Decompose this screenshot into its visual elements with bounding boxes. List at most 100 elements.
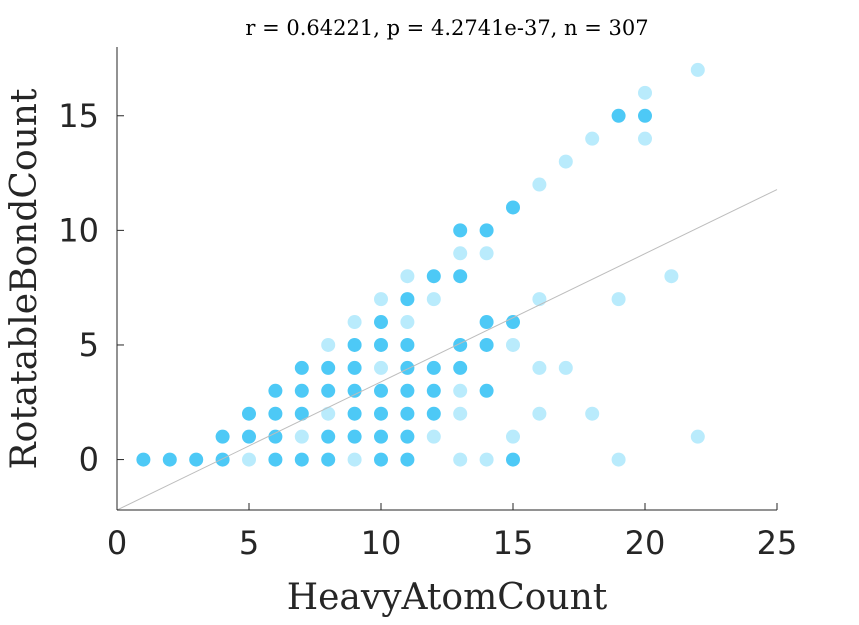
- scatter-point: [400, 337, 415, 352]
- scatter-point: [453, 452, 468, 467]
- scatter-point: [400, 360, 415, 375]
- scatter-point: [374, 452, 388, 467]
- y-tick-label: 0: [79, 441, 99, 479]
- scatter-point: [426, 360, 441, 375]
- scatter-point: [374, 292, 388, 307]
- y-tick-label: 10: [58, 211, 99, 249]
- scatter-point: [374, 429, 388, 444]
- y-tick-label: 5: [79, 326, 99, 364]
- y-axis-ticks: 0 5 10 15: [58, 97, 124, 479]
- scatter-point: [532, 406, 547, 421]
- scatter-point: [506, 429, 520, 444]
- scatter-point: [506, 200, 520, 215]
- scatter-point: [374, 360, 388, 375]
- scatter-point: [400, 292, 415, 307]
- scatter-point: [479, 337, 494, 352]
- scatter-point: [242, 429, 256, 444]
- scatter-point: [532, 360, 547, 375]
- chart-title: r = 0.64221, p = 4.2741e-37, n = 307: [245, 16, 648, 40]
- x-tick-label: 15: [493, 524, 534, 562]
- scatter-point: [400, 452, 415, 467]
- scatter-point: [400, 269, 415, 284]
- scatter-point: [321, 452, 336, 467]
- scatter-point: [453, 360, 468, 375]
- scatter-point: [242, 452, 256, 467]
- scatter-point: [374, 406, 388, 421]
- scatter-point: [321, 383, 336, 398]
- scatter-point: [294, 383, 309, 398]
- scatter-point: [506, 315, 520, 330]
- scatter-point: [611, 292, 626, 307]
- scatter-point: [294, 360, 309, 375]
- scatter-point: [215, 429, 230, 444]
- scatter-point: [268, 383, 283, 398]
- scatter-point: [558, 154, 573, 169]
- scatter-point: [242, 406, 256, 421]
- scatter-point: [400, 383, 415, 398]
- scatter-point: [638, 108, 652, 123]
- scatter-point: [400, 406, 415, 421]
- scatter-point: [268, 452, 283, 467]
- scatter-point: [690, 429, 705, 444]
- scatter-point: [426, 429, 441, 444]
- scatter-point: [374, 337, 388, 352]
- x-tick-label: 20: [625, 524, 666, 562]
- scatter-point: [268, 429, 283, 444]
- scatter-point: [506, 337, 520, 352]
- scatter-point: [268, 406, 283, 421]
- scatter-point: [347, 452, 362, 467]
- scatter-point: [690, 62, 705, 77]
- x-axis-ticks: 0 5 10 15 20 25: [107, 503, 798, 562]
- x-tick-label: 5: [239, 524, 259, 562]
- scatter-point: [585, 131, 600, 146]
- scatter-point: [453, 246, 468, 261]
- scatter-point: [638, 85, 652, 100]
- x-axis-label: HeavyAtomCount: [287, 577, 608, 618]
- fit-line: [116, 189, 778, 511]
- scatter-point: [136, 452, 151, 467]
- scatter-point: [453, 406, 468, 421]
- scatter-point: [321, 406, 336, 421]
- scatter-point: [162, 452, 177, 467]
- x-tick-label: 0: [107, 524, 127, 562]
- scatter-point: [321, 429, 336, 444]
- scatter-point: [189, 452, 204, 467]
- y-tick-label: 15: [58, 97, 99, 135]
- scatter-point: [426, 406, 441, 421]
- scatter-point: [321, 337, 336, 352]
- scatter-point: [479, 452, 494, 467]
- scatter-point: [453, 223, 468, 238]
- scatter-point: [400, 429, 415, 444]
- scatter-point: [215, 452, 230, 467]
- scatter-point: [638, 131, 652, 146]
- scatter-point: [321, 360, 336, 375]
- scatter-point: [532, 292, 547, 307]
- scatter-point: [347, 315, 362, 330]
- scatter-point: [294, 406, 309, 421]
- scatter-point: [347, 429, 362, 444]
- scatter-point: [506, 452, 520, 467]
- scatter-point: [611, 452, 626, 467]
- scatter-point: [347, 406, 362, 421]
- scatter-point: [479, 383, 494, 398]
- scatter-point: [453, 383, 468, 398]
- scatter-point: [532, 177, 547, 192]
- x-tick-label: 25: [757, 524, 798, 562]
- scatter-point: [347, 360, 362, 375]
- y-axis-label: RotatableBondCount: [4, 88, 45, 469]
- scatter-point: [664, 269, 679, 284]
- scatter-point: [294, 452, 309, 467]
- scatter-point: [347, 383, 362, 398]
- scatter-point: [426, 292, 441, 307]
- scatter-point: [453, 337, 468, 352]
- scatter-point: [558, 360, 573, 375]
- scatter-point: [611, 108, 626, 123]
- scatter-point: [347, 337, 362, 352]
- scatter-point: [453, 269, 468, 284]
- x-tick-label: 10: [361, 524, 402, 562]
- scatter-point: [374, 315, 388, 330]
- scatter-point: [426, 269, 441, 284]
- scatter-point: [479, 246, 494, 261]
- scatter-point: [374, 383, 388, 398]
